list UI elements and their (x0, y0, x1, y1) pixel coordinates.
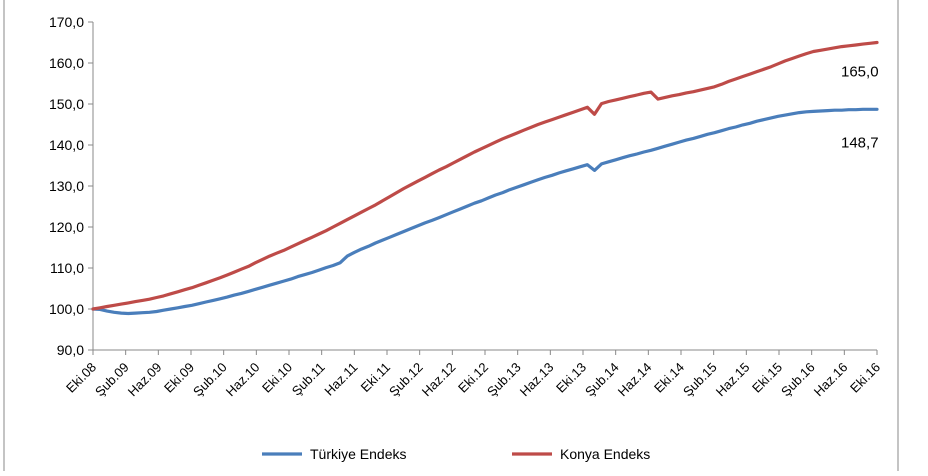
x-tick-label: Haz.13 (517, 360, 557, 400)
x-tick-label: Şub.10 (190, 360, 230, 400)
x-tick-label: Şub.15 (680, 360, 720, 400)
y-tick-label: 170,0 (49, 14, 84, 30)
y-tick-label: 110,0 (50, 260, 84, 276)
x-tick-label: Haz.15 (713, 360, 753, 400)
x-tick-label: Haz.10 (223, 360, 263, 400)
x-tick-label: Haz.14 (615, 360, 655, 400)
y-tick-label: 130,0 (49, 178, 84, 194)
end-labels: 165,0 148,7 (841, 64, 879, 152)
x-tick-label: Şub.09 (92, 360, 132, 400)
series-line-konya (91, 40, 879, 311)
x-tick-label: Şub.16 (778, 360, 818, 400)
legend: Türkiye Endeks Konya Endeks (262, 446, 650, 462)
y-tick-label: 160,0 (49, 55, 84, 71)
x-tick-label: Haz.11 (321, 360, 360, 399)
y-tick-label: 100,0 (49, 301, 84, 317)
x-tick-label: Şub.13 (484, 360, 524, 400)
konya-end-label: 165,0 (841, 64, 879, 81)
x-tick-label: Haz.09 (125, 360, 165, 400)
x-tick-label: Şub.12 (386, 360, 426, 400)
series-lines (91, 40, 879, 316)
y-tick-label: 90,0 (57, 342, 84, 358)
legend-label: Konya Endeks (560, 446, 650, 462)
x-axis-ticks: Eki.08Şub.09Haz.09Eki.09Şub.10Haz.10Eki.… (63, 350, 883, 399)
x-tick-label: Haz.12 (419, 360, 459, 400)
x-tick-label: Şub.14 (582, 360, 622, 400)
legend-label: Türkiye Endeks (310, 446, 406, 462)
y-tick-label: 150,0 (49, 96, 84, 112)
y-axis-ticks: 90,0 100,0 110,0 120,0 130,0 140,0 150,0 160,0 1… (49, 14, 93, 358)
x-tick-label: Eki.16 (847, 360, 883, 396)
y-tick-label: 120,0 (49, 219, 84, 235)
x-tick-label: Şub.11 (289, 360, 328, 399)
y-tick-label: 140,0 (49, 137, 84, 153)
turkiye-end-label: 148,7 (841, 134, 879, 151)
x-tick-label: Haz.16 (811, 360, 851, 400)
series-line-turkiye (91, 107, 879, 316)
